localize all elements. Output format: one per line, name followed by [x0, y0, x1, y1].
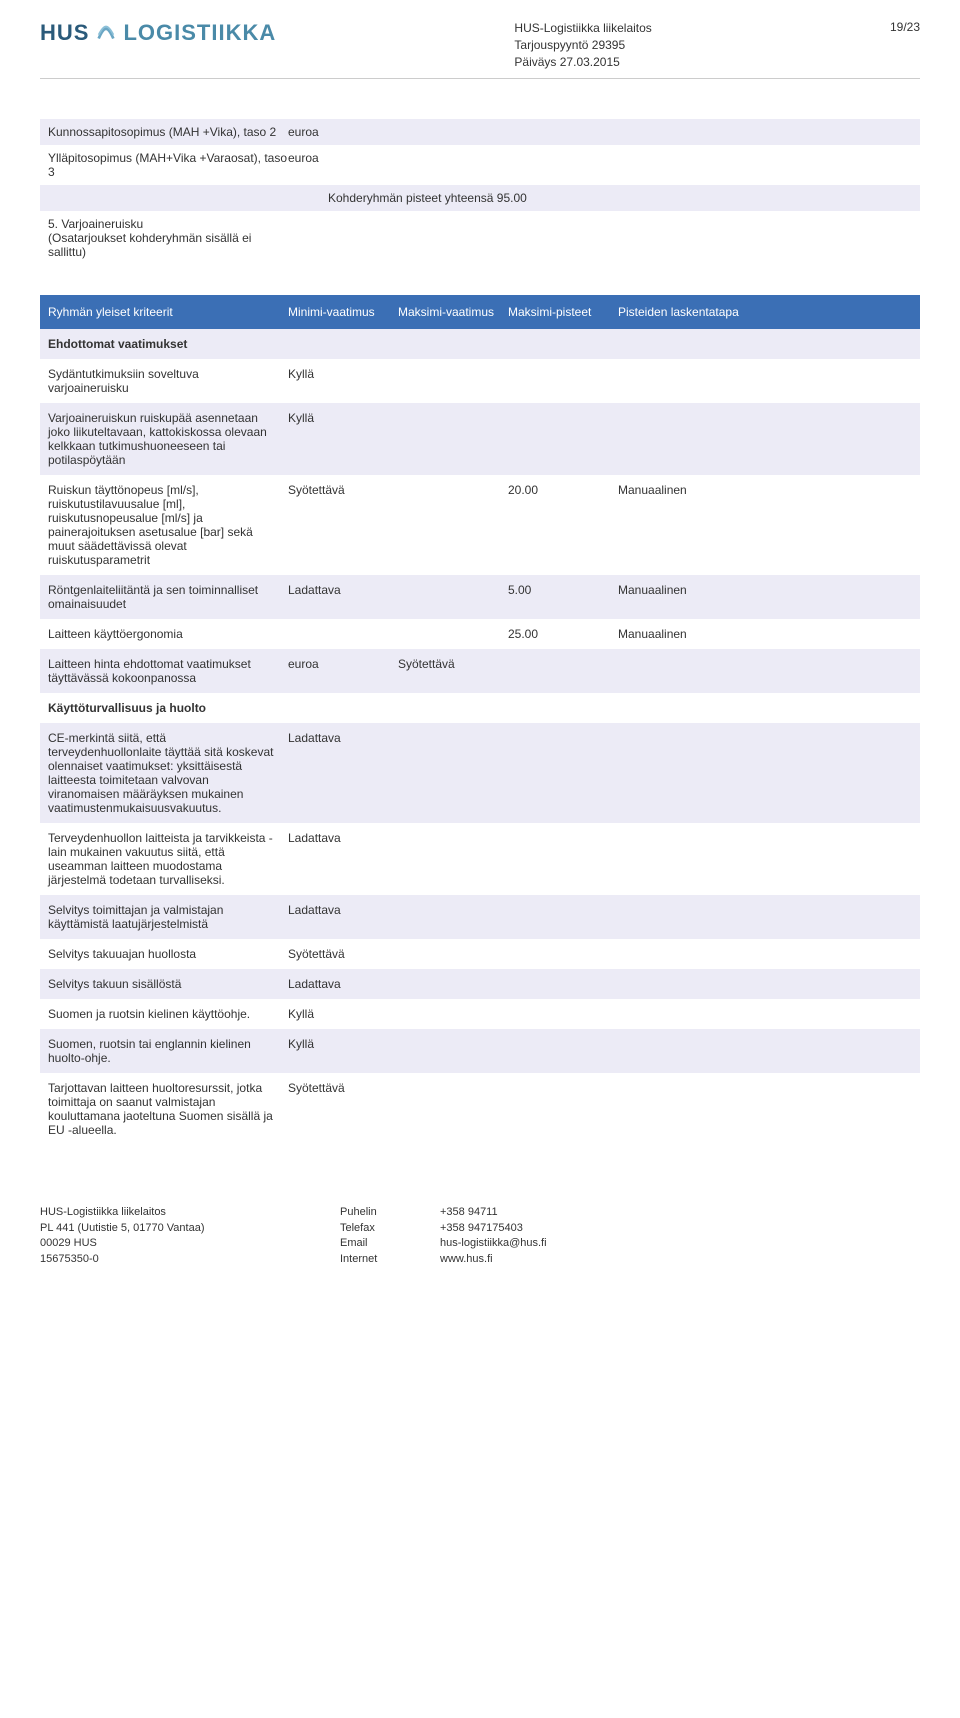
table-row: Röntgenlaiteliitäntä ja sen toiminnallis…: [40, 575, 920, 619]
logo-part1: HUS: [40, 20, 89, 46]
col-header: Maksimi-vaatimus: [398, 305, 508, 319]
row-label: Ruiskun täyttönopeus [ml/s], ruiskutusti…: [48, 483, 288, 567]
footer-label: Puhelin: [340, 1205, 440, 1220]
row-value: Ladattava: [288, 903, 398, 917]
row-points: 20.00: [508, 483, 618, 497]
price-row: Laitteen hinta ehdottomat vaatimukset tä…: [40, 649, 920, 693]
row-unit: euroa: [288, 657, 338, 671]
table-row: Selvitys takuuajan huollostaSyötettävä: [40, 939, 920, 969]
header-meta: HUS-Logistiikka liikelaitos Tarjouspyynt…: [514, 20, 651, 70]
row-value: Ladattava: [288, 731, 398, 745]
row-unit: euroa: [288, 151, 368, 165]
footer-label: Email: [340, 1236, 440, 1251]
row-label: Terveydenhuollon laitteista ja tarvikkei…: [48, 831, 288, 887]
col-header: Ryhmän yleiset kriteerit: [48, 305, 288, 319]
row-min: Ladattava: [288, 583, 398, 597]
footer-label: Internet: [340, 1252, 440, 1267]
group-5-row: 5. Varjoaineruisku (Osatarjoukset kohder…: [40, 211, 920, 265]
subheader-row: Käyttöturvallisuus ja huolto: [40, 693, 920, 723]
page-footer: HUS-Logistiikka liikelaitos PL 441 (Uuti…: [40, 1205, 920, 1267]
row-value: Kyllä: [288, 1037, 398, 1051]
row-label: Laitteen hinta ehdottomat vaatimukset tä…: [48, 657, 288, 685]
row-label: Suomen ja ruotsin kielinen käyttöohje.: [48, 1007, 288, 1021]
table-row: Tarjottavan laitteen huoltoresurssit, jo…: [40, 1073, 920, 1145]
kohderyhma-total: Kohderyhmän pisteet yhteensä 95.00: [288, 191, 912, 205]
table-row: Selvitys takuun sisällöstäLadattava: [40, 969, 920, 999]
footer-values: +358 94711 +358 947175403 hus-logistiikk…: [440, 1205, 920, 1267]
subheader-row: Ehdottomat vaatimukset: [40, 329, 920, 359]
footer-value: www.hus.fi: [440, 1252, 920, 1267]
subheader: Käyttöturvallisuus ja huolto: [48, 701, 288, 715]
criteria-list: Sydäntutkimuksiin soveltuva varjoainerui…: [40, 359, 920, 649]
footer-line: 15675350-0: [40, 1252, 340, 1267]
logo-part2: LOGISTIIKKA: [123, 20, 276, 46]
header-doc: Tarjouspyyntö 29395: [514, 37, 651, 54]
row-value: Kyllä: [288, 1007, 398, 1021]
kohderyhma-total-row: Kohderyhmän pisteet yhteensä 95.00: [40, 185, 920, 211]
col-header: Minimi-vaatimus: [288, 305, 398, 319]
row-label: Sydäntutkimuksiin soveltuva varjoainerui…: [48, 367, 288, 395]
row-method: Manuaalinen: [618, 627, 912, 641]
group-5-note: (Osatarjoukset kohderyhmän sisällä ei sa…: [48, 231, 288, 259]
row-value: Syötettävä: [288, 1081, 398, 1095]
row-label: Tarjottavan laitteen huoltoresurssit, jo…: [48, 1081, 288, 1137]
header-date: Päiväys 27.03.2015: [514, 54, 651, 71]
row-points: 25.00: [508, 627, 618, 641]
row-method: Manuaalinen: [618, 583, 912, 597]
table-row: Kunnossapitosopimus (MAH +Vika), taso 2 …: [40, 119, 920, 145]
subheader: Ehdottomat vaatimukset: [48, 337, 288, 351]
row-label: Selvitys toimittajan ja valmistajan käyt…: [48, 903, 288, 931]
table-row: Suomen, ruotsin tai englannin kielinen h…: [40, 1029, 920, 1073]
header-org: HUS-Logistiikka liikelaitos: [514, 20, 651, 37]
table-row: Ruiskun täyttönopeus [ml/s], ruiskutusti…: [40, 475, 920, 575]
row-label: Selvitys takuun sisällöstä: [48, 977, 288, 991]
table-row: Terveydenhuollon laitteista ja tarvikkei…: [40, 823, 920, 895]
row-method: Manuaalinen: [618, 483, 912, 497]
row-label: Suomen, ruotsin tai englannin kielinen h…: [48, 1037, 288, 1065]
footer-line: HUS-Logistiikka liikelaitos: [40, 1205, 340, 1220]
table-row: Laitteen käyttöergonomia 25.00Manuaalinen: [40, 619, 920, 649]
row-min: Syötettävä: [288, 483, 398, 497]
row-value: Ladattava: [288, 831, 398, 845]
page-number: 19/23: [890, 20, 920, 34]
footer-labels: Puhelin Telefax Email Internet: [340, 1205, 440, 1267]
row-value: Syötettävä: [398, 657, 508, 671]
row-min: Kyllä: [288, 411, 398, 425]
row-label: Varjoaineruiskun ruiskupää asennetaan jo…: [48, 411, 288, 467]
table-row: Selvitys toimittajan ja valmistajan käyt…: [40, 895, 920, 939]
logo: HUS LOGISTIIKKA: [40, 20, 276, 46]
table-row: Varjoaineruiskun ruiskupää asennetaan jo…: [40, 403, 920, 475]
col-header: Maksimi-pisteet: [508, 305, 618, 319]
footer-value: hus-logistiikka@hus.fi: [440, 1236, 920, 1251]
row-min: Kyllä: [288, 367, 398, 381]
footer-line: 00029 HUS: [40, 1236, 340, 1251]
row-label: CE-merkintä siitä, että terveydenhuollon…: [48, 731, 288, 815]
footer-value: +358 94711: [440, 1205, 920, 1220]
criteria-header: Ryhmän yleiset kriteerit Minimi-vaatimus…: [40, 295, 920, 329]
table-row: Ylläpitosopimus (MAH+Vika +Varaosat), ta…: [40, 145, 920, 185]
page-header: HUS LOGISTIIKKA HUS-Logistiikka liikelai…: [40, 20, 920, 79]
logo-swish-icon: [95, 22, 117, 44]
table-row: Sydäntutkimuksiin soveltuva varjoainerui…: [40, 359, 920, 403]
row-label: Laitteen käyttöergonomia: [48, 627, 288, 641]
table-row: Suomen ja ruotsin kielinen käyttöohje.Ky…: [40, 999, 920, 1029]
footer-value: +358 947175403: [440, 1221, 920, 1236]
top-section: Kunnossapitosopimus (MAH +Vika), taso 2 …: [40, 119, 920, 265]
row-unit: euroa: [288, 125, 368, 139]
row-label: Kunnossapitosopimus (MAH +Vika), taso 2: [48, 125, 288, 139]
table-row: CE-merkintä siitä, että terveydenhuollon…: [40, 723, 920, 823]
row-label: Röntgenlaiteliitäntä ja sen toiminnallis…: [48, 583, 288, 611]
footer-label: Telefax: [340, 1221, 440, 1236]
row-value: Syötettävä: [288, 947, 398, 961]
footer-address: HUS-Logistiikka liikelaitos PL 441 (Uuti…: [40, 1205, 340, 1267]
row-value: Ladattava: [288, 977, 398, 991]
row-label: Selvitys takuuajan huollosta: [48, 947, 288, 961]
row-label: Ylläpitosopimus (MAH+Vika +Varaosat), ta…: [48, 151, 288, 179]
criteria-list-2: CE-merkintä siitä, että terveydenhuollon…: [40, 723, 920, 1145]
group-5-title: 5. Varjoaineruisku: [48, 217, 288, 231]
footer-line: PL 441 (Uutistie 5, 01770 Vantaa): [40, 1221, 340, 1236]
col-header: Pisteiden laskentatapa: [618, 305, 912, 319]
row-points: 5.00: [508, 583, 618, 597]
